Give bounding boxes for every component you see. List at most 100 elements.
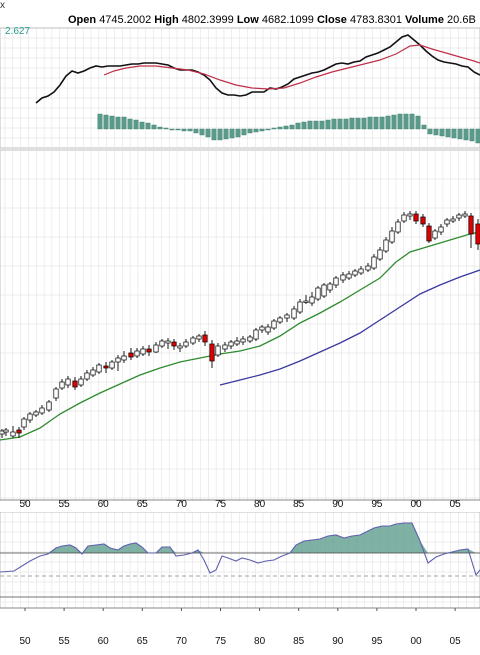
- candle-body: [309, 296, 315, 304]
- candle-body: [90, 369, 96, 376]
- candle-body: [352, 270, 358, 276]
- up-candle: [432, 229, 438, 240]
- candle-body: [284, 314, 290, 319]
- macd-histogram-bar: [247, 128, 253, 134]
- up-candle: [228, 340, 234, 349]
- candle-body: [196, 335, 202, 340]
- up-candle: [352, 269, 358, 277]
- close-label: Close: [316, 14, 347, 26]
- up-candle: [462, 211, 468, 218]
- candle-body: [365, 265, 371, 271]
- candle-body: [321, 284, 327, 297]
- candle-body: [121, 355, 127, 361]
- macd-histogram-bar: [121, 116, 127, 130]
- x-axis-tick-label: 00: [410, 499, 422, 510]
- macd-histogram-bar: [301, 121, 307, 130]
- macd-histogram-bar: [211, 128, 217, 141]
- x-axis-tick-label: 55: [59, 499, 71, 510]
- macd-histogram-bar: [103, 114, 109, 130]
- candle-body: [327, 283, 333, 291]
- up-candle: [59, 379, 65, 390]
- candle-body: [432, 230, 438, 239]
- up-candle: [90, 367, 96, 377]
- candle-body: [377, 249, 383, 260]
- x-axis-tick-label: 80: [254, 499, 266, 510]
- rsi-line: [0, 522, 480, 577]
- candle-body: [468, 215, 474, 235]
- macd-histogram-bar: [421, 124, 427, 130]
- candle-body: [72, 380, 78, 388]
- macd-histogram-bar: [433, 128, 439, 136]
- x-axis-tick-label: 95: [371, 499, 383, 510]
- up-candle: [196, 334, 202, 342]
- macd-histogram-bar: [181, 128, 187, 132]
- up-candle: [291, 306, 297, 320]
- macd-histogram-bar: [367, 116, 373, 130]
- up-candle: [190, 336, 196, 345]
- price-panel-frame: [0, 149, 480, 501]
- macd-histogram-bar: [139, 121, 145, 130]
- macd-histogram-bar: [133, 119, 139, 130]
- x-axis-tick-label: 90: [332, 636, 344, 647]
- macd-histogram-bar: [157, 126, 163, 130]
- x-axis-tick-label: 85: [293, 636, 305, 647]
- macd-histogram-bar: [163, 127, 169, 130]
- candle-body: [65, 378, 71, 386]
- candle-body: [134, 350, 140, 357]
- candle-body: [209, 343, 215, 362]
- up-candle: [309, 292, 315, 306]
- candle-body: [407, 213, 413, 217]
- up-candle: [297, 299, 303, 314]
- macd-histogram-bar: [127, 118, 133, 130]
- candle-body: [128, 352, 134, 358]
- up-candle: [377, 247, 383, 261]
- up-candle: [115, 355, 121, 371]
- up-candle: [389, 227, 395, 244]
- macd-histogram-bar: [199, 128, 205, 136]
- up-candle: [438, 224, 444, 235]
- up-candle: [134, 348, 140, 358]
- candle-body: [401, 214, 407, 222]
- candle-body: [456, 214, 462, 219]
- down-candle: [202, 331, 208, 346]
- macd-histogram-bar: [223, 128, 229, 140]
- macd-histogram-bar: [439, 128, 445, 137]
- macd-histogram-bar: [415, 115, 421, 130]
- up-candle: [247, 335, 253, 343]
- down-candle: [468, 213, 474, 248]
- close-value: 4783.8301: [349, 14, 402, 26]
- macd-histogram-bar: [289, 124, 295, 130]
- candle-body: [3, 429, 9, 433]
- candle-body: [333, 277, 339, 286]
- up-candle: [271, 319, 277, 330]
- x-axis-tick-label: 90: [332, 499, 344, 510]
- up-candle: [3, 428, 9, 436]
- x-axis-tick-label: 60: [98, 499, 110, 510]
- candle-body: [140, 348, 146, 355]
- candle-body: [228, 341, 234, 347]
- candle-body: [53, 388, 59, 399]
- candle-body: [78, 378, 84, 386]
- up-candle: [21, 417, 27, 430]
- macd-histogram-bar: [241, 128, 247, 136]
- macd-histogram-bar: [295, 122, 301, 130]
- down-candle: [426, 223, 432, 243]
- candle-body: [462, 213, 468, 217]
- up-candle: [407, 211, 413, 220]
- macd-histogram-bar: [469, 128, 475, 142]
- macd-histogram-bar: [385, 115, 391, 130]
- up-candle: [27, 412, 33, 423]
- candle-body: [383, 239, 389, 252]
- up-candle: [365, 263, 371, 272]
- volume-value: 20.6B: [447, 14, 476, 26]
- up-candle: [456, 213, 462, 221]
- macd-histogram-bar: [229, 128, 235, 139]
- up-candle: [303, 295, 309, 304]
- candle-body: [146, 348, 152, 353]
- up-candle: [340, 272, 346, 283]
- up-candle: [222, 342, 228, 352]
- candle-body: [222, 344, 228, 350]
- down-candle: [16, 427, 22, 438]
- down-candle: [420, 214, 426, 227]
